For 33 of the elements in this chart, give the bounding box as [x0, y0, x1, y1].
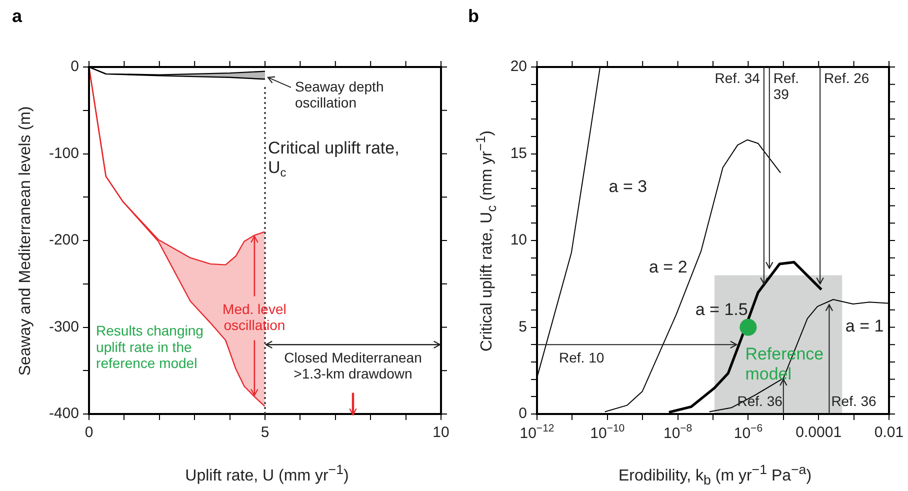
x-tick-label: 0.01 [874, 424, 904, 442]
y-tick-label: -100 [48, 144, 79, 162]
annotation: Ref. 39 [773, 70, 800, 102]
y-tick-label: -200 [48, 232, 79, 249]
series-label: a = 1 [845, 316, 884, 336]
annotation: Ref. 36 [831, 392, 877, 409]
y-tick-label: -300 [48, 318, 79, 336]
y-tick-label: 0 [518, 405, 527, 422]
annotation: Ref. 10 [559, 350, 604, 366]
y-tick-label: -400 [48, 405, 79, 422]
x-axis-title: Erodibility, k$_{b}$ (m yr$^{−1}$ Pa$^{−a}$) [618, 462, 812, 488]
annotation: Seaway depth oscillation [295, 78, 384, 110]
x-tick-label: 5 [260, 424, 270, 442]
y-axis-title: Seaway and Mediterranean levels (m) [17, 106, 35, 376]
x-tick-label: 10 [432, 424, 450, 442]
annotation: Med. level oscillation [222, 301, 286, 334]
x-tick-label: 0 [84, 424, 94, 442]
annotation: Results changing uplift rate in the reference model [96, 322, 204, 371]
annotation: Ref. 26 [824, 70, 870, 86]
y-tick-label: 20 [510, 58, 527, 76]
series-label: a = 2 [648, 257, 688, 276]
y-tick-label: 15 [510, 144, 527, 162]
annotation: Ref. 34 [714, 70, 760, 86]
chart-title: a [12, 6, 22, 27]
annotation: Closed Mediterranean >1.3-km drawdown [284, 350, 422, 382]
x-axis-title: Uplift rate, U (mm yr$^{−1}$) [185, 462, 349, 486]
y-tick-label: 10 [510, 232, 527, 249]
series-label: a = 3 [608, 177, 648, 196]
chart-title: b [468, 6, 479, 27]
series-label: a = 1.5 [695, 300, 748, 320]
y-tick-label: 0 [70, 58, 79, 76]
x-tick-label: 0.0001 [796, 424, 842, 442]
y-tick-label: 5 [518, 318, 527, 336]
